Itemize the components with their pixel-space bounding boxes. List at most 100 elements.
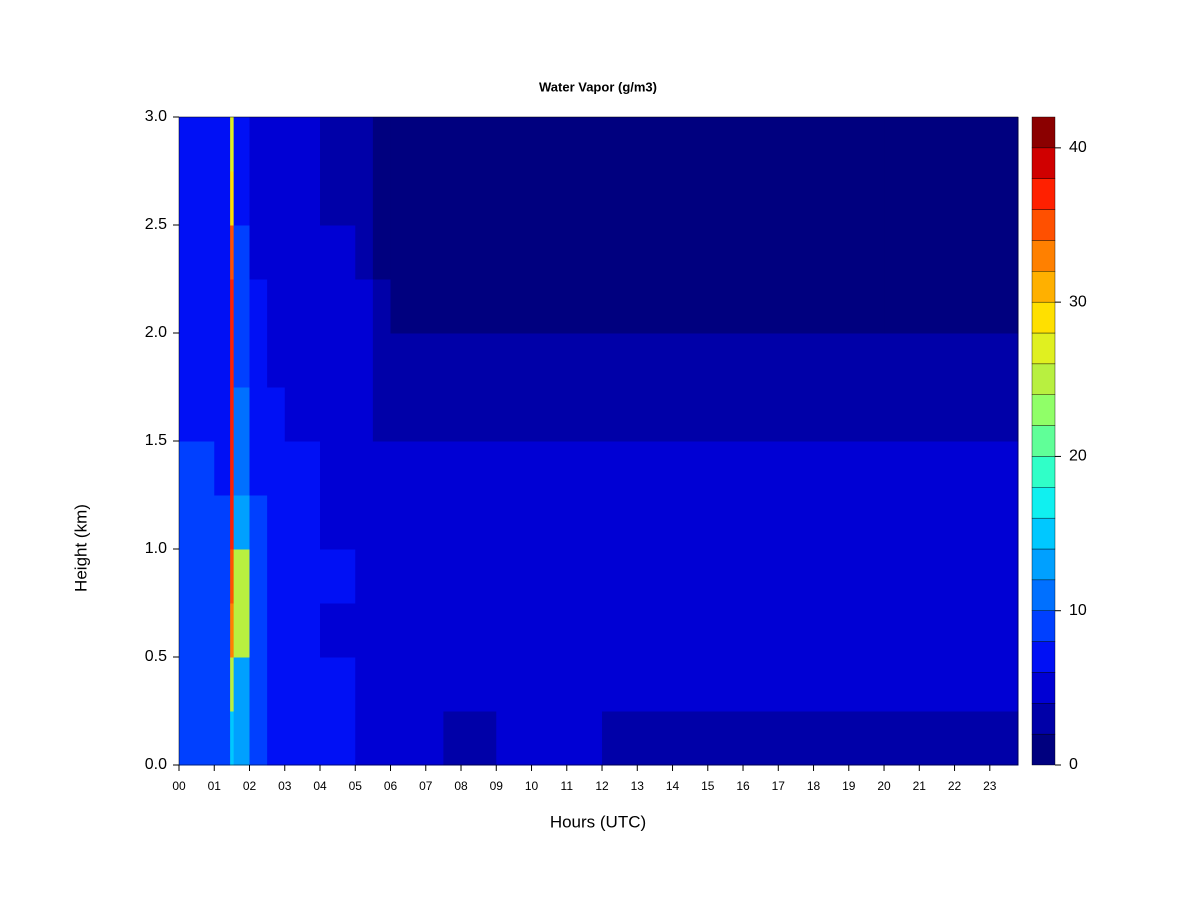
heatmap-cell	[284, 657, 321, 712]
heatmap-cell	[355, 225, 374, 280]
heatmap-cell	[214, 657, 231, 712]
colorbar-segment	[1031, 271, 1056, 303]
heatmap-cell	[602, 279, 709, 334]
heatmap-cell	[214, 711, 231, 766]
heatmap-cell	[284, 441, 321, 496]
heatmap-cell	[284, 333, 321, 388]
x-tick-label: 18	[807, 779, 821, 793]
heatmap-cell	[267, 279, 286, 334]
heatmap-cell	[884, 603, 1019, 658]
heatmap-cell	[602, 441, 709, 496]
heatmap-cell	[390, 495, 444, 550]
heatmap-cell	[884, 495, 1019, 550]
heatmap-cell	[284, 711, 321, 766]
heatmap-cell	[372, 279, 392, 334]
heatmap-cell	[249, 387, 268, 442]
heatmap-cell	[707, 225, 885, 280]
heatmap-cell	[267, 333, 286, 388]
heatmap-cell	[179, 495, 198, 550]
heatmap-cell	[284, 495, 321, 550]
x-tick-label: 14	[666, 779, 680, 793]
heatmap-cell	[267, 441, 286, 496]
y-tick-label: 2.5	[145, 216, 167, 233]
heatmap-cell	[284, 549, 321, 604]
heatmap-cell	[179, 441, 198, 496]
x-tick-label: 00	[172, 779, 186, 793]
heatmap-cell	[179, 603, 198, 658]
heatmap-cell	[884, 333, 1019, 388]
y-tick-label: 3.0	[145, 108, 167, 125]
colorbar-segment	[1031, 240, 1056, 272]
heatmap-cell	[230, 333, 235, 388]
heatmap-cell	[267, 387, 286, 442]
heatmap-cell	[372, 387, 392, 442]
heatmap-cell	[196, 657, 215, 712]
heatmap-cell	[496, 711, 603, 766]
heatmap-cell	[233, 387, 251, 442]
heatmap-cell	[355, 441, 374, 496]
heatmap-cell	[355, 495, 374, 550]
heatmap-cell	[496, 549, 603, 604]
heatmap-cell	[443, 657, 497, 712]
x-tick-label: 04	[313, 779, 327, 793]
heatmap-cell	[372, 549, 392, 604]
heatmap-cell	[496, 387, 603, 442]
colorbar-tick-label: 40	[1069, 139, 1087, 156]
heatmap-cell	[443, 171, 497, 226]
heatmap-cell	[233, 441, 251, 496]
x-axis-label: Hours (UTC)	[550, 812, 646, 831]
heatmap-cell	[214, 117, 231, 172]
heatmap-cell	[355, 171, 374, 226]
heatmap-cell	[249, 171, 268, 226]
heatmap-cell	[214, 387, 231, 442]
heatmap-cell	[496, 171, 603, 226]
heatmap-cell	[443, 549, 497, 604]
heatmap-cell	[196, 387, 215, 442]
heatmap-cell	[390, 387, 444, 442]
heatmap-cell	[320, 279, 356, 334]
heatmap-cell	[355, 603, 374, 658]
heatmap-cell	[884, 387, 1019, 442]
heatmap-cell	[355, 549, 374, 604]
colorbar-segment	[1031, 548, 1056, 581]
y-tick-label: 0.0	[145, 756, 167, 773]
heatmap-cell	[196, 549, 215, 604]
y-tick-label: 0.5	[145, 648, 167, 665]
heatmap-cell	[196, 333, 215, 388]
x-tick-label: 05	[349, 779, 363, 793]
colorbar-tick-label: 10	[1069, 602, 1087, 619]
x-tick-label: 16	[736, 779, 750, 793]
y-axis-label: Height (km)	[71, 504, 90, 592]
heatmap-cell	[372, 657, 392, 712]
heatmap-cell	[320, 657, 356, 712]
heatmap-cell	[390, 657, 444, 712]
heatmap-cell	[249, 495, 268, 550]
heatmap-cell	[233, 711, 251, 766]
heatmap-cell	[179, 279, 198, 334]
heatmap-cell	[602, 117, 709, 172]
heatmap-cell	[320, 117, 356, 172]
heatmap-cell	[196, 495, 215, 550]
heatmap-cell	[214, 171, 231, 226]
x-tick-label: 08	[454, 779, 468, 793]
heatmap-cell	[443, 117, 497, 172]
heatmap-cell	[884, 441, 1019, 496]
colorbar-segment	[1031, 703, 1056, 735]
heatmap-cell	[707, 279, 885, 334]
heatmap-cell	[496, 279, 603, 334]
heatmap-cell	[707, 657, 885, 712]
heatmap-cell	[233, 333, 251, 388]
heatmap-cell	[443, 333, 497, 388]
x-tick-label: 19	[842, 779, 856, 793]
heatmap-cell	[707, 117, 885, 172]
heatmap-cell	[355, 279, 374, 334]
heatmap-cell	[230, 117, 235, 172]
heatmap-cell	[179, 387, 198, 442]
heatmap-cell	[196, 279, 215, 334]
heatmap-cell	[230, 657, 235, 712]
heatmap-cell	[707, 549, 885, 604]
heatmap-cell	[443, 711, 497, 766]
heatmap-cell	[196, 441, 215, 496]
heatmap-cell	[884, 657, 1019, 712]
